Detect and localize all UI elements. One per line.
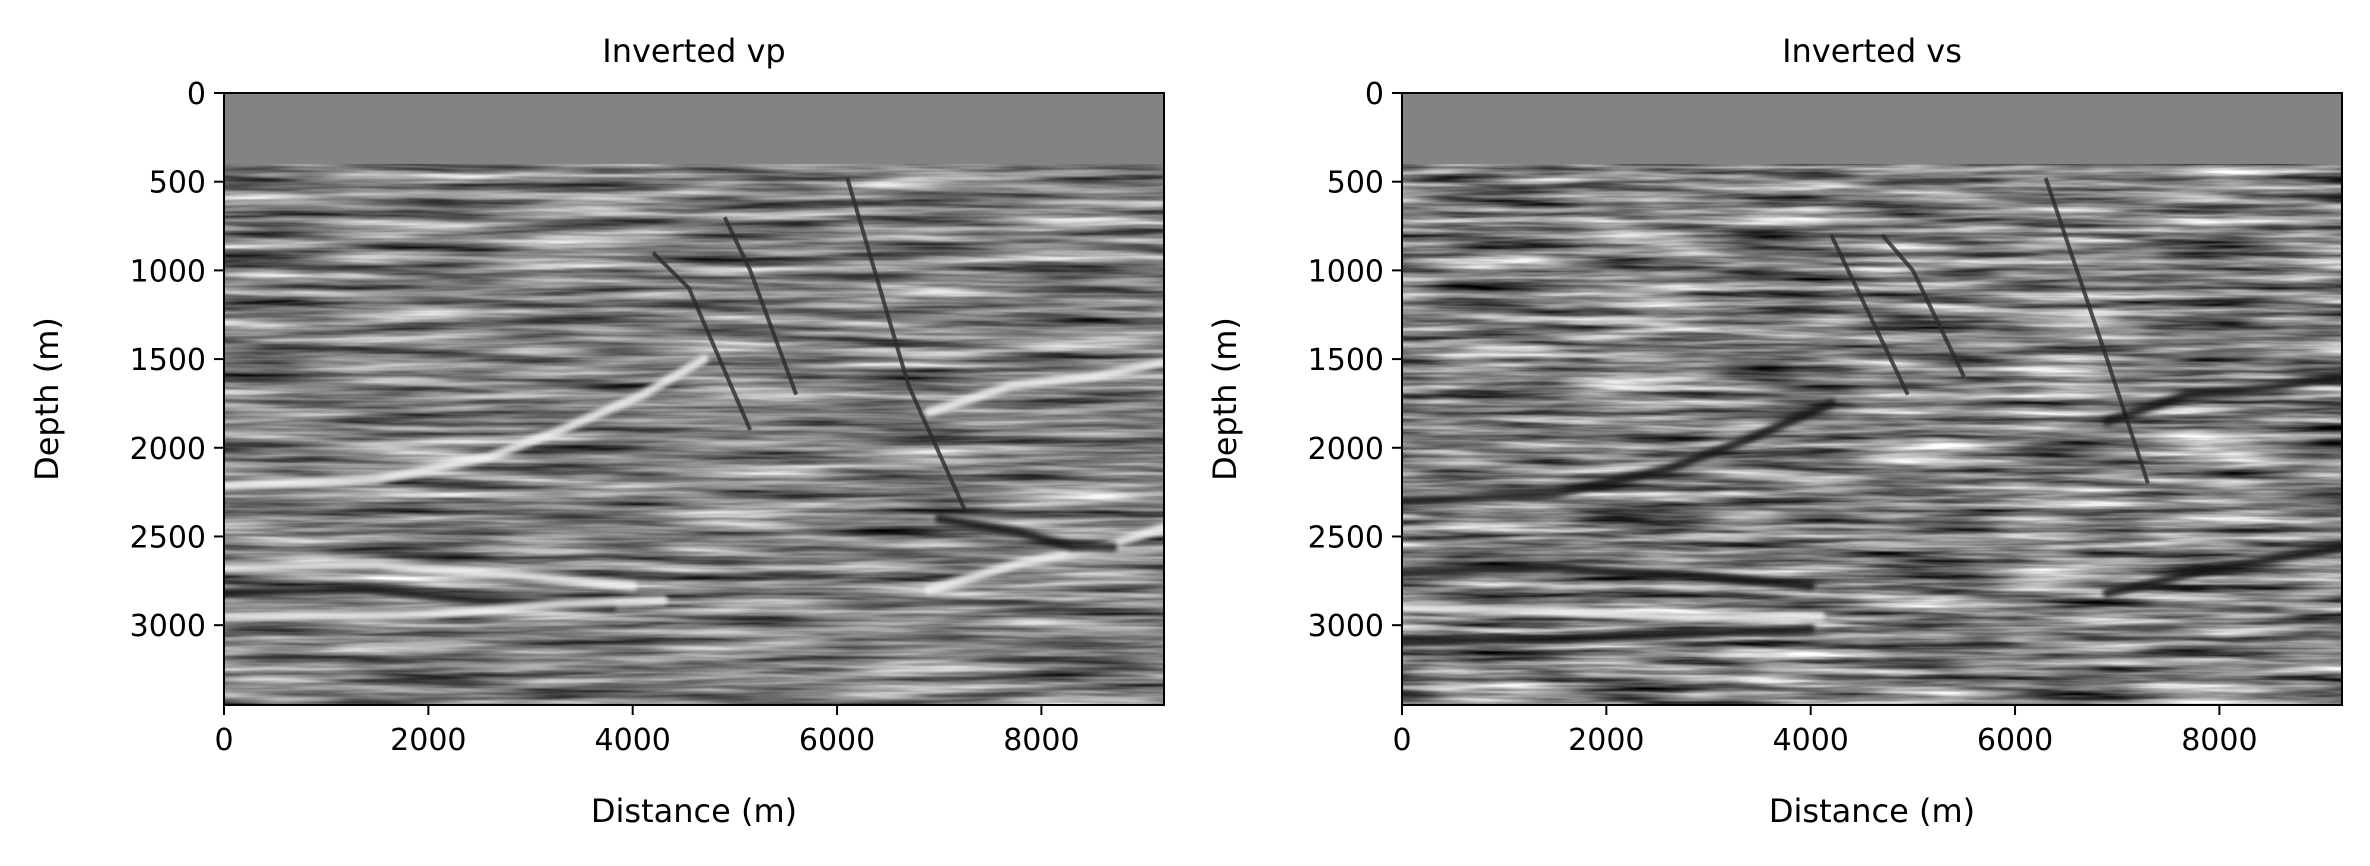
- fault-traces: [1829, 177, 2150, 484]
- y-axis-ticks: 0 500 1000 1500 2000 2500 3000: [130, 77, 224, 644]
- y-tick-label: 2000: [1308, 432, 1384, 467]
- fault-traces: [651, 177, 967, 511]
- y-tick-label: 1000: [130, 254, 206, 289]
- y-tick-label: 2500: [130, 520, 206, 555]
- reflector-line: [224, 354, 709, 492]
- y-tick-label: 0: [187, 77, 206, 112]
- y-tick-label: 3000: [1308, 609, 1384, 644]
- reflector-line: [1402, 602, 1826, 623]
- y-axis-label: Depth (m): [1206, 317, 1244, 481]
- x-tick-label: 2000: [1568, 723, 1644, 758]
- y-tick-label: 0: [1365, 77, 1384, 112]
- axes-frame: [1401, 92, 2343, 706]
- fault-line: [1880, 233, 1966, 378]
- reflector-line: [2102, 372, 2342, 426]
- y-tick-label: 500: [149, 166, 206, 201]
- fault-line: [2043, 177, 2150, 484]
- panel-inverted-vp: Inverted vp 0 2000 4000 6000 8000 0 500 1000 15…: [28, 32, 1165, 830]
- x-tick-label: 4000: [595, 723, 671, 758]
- x-tick-label: 6000: [1977, 723, 2053, 758]
- reflector-line: [1402, 398, 1836, 506]
- fault-line: [651, 251, 753, 431]
- plot-area: [224, 93, 1164, 705]
- x-tick-label: 6000: [799, 723, 875, 758]
- panel-inverted-vs: Inverted vs 0 2000 4000 6000 8000 0 500 1000 15…: [1206, 32, 2343, 830]
- y-tick-label: 3000: [130, 609, 206, 644]
- y-axis-ticks: 0 500 1000 1500 2000 2500 3000: [1308, 77, 1402, 644]
- y-tick-label: 1500: [1308, 343, 1384, 378]
- reflector-line: [224, 595, 668, 621]
- axes-frame: [223, 92, 1165, 706]
- fault-line: [722, 216, 799, 396]
- y-tick-label: 500: [1327, 166, 1384, 201]
- panel-title: Inverted vp: [602, 32, 785, 70]
- reflector-line: [924, 523, 1164, 595]
- y-axis-label: Depth (m): [28, 317, 66, 481]
- reflector-line: [924, 358, 1164, 417]
- reflector-line: [934, 514, 1118, 552]
- x-tick-label: 4000: [1773, 723, 1849, 758]
- x-tick-label: 0: [1392, 723, 1411, 758]
- x-axis-label: Distance (m): [1769, 792, 1975, 830]
- x-tick-label: 0: [214, 723, 233, 758]
- seismic-image: [224, 93, 1164, 705]
- reflectors: [1402, 372, 2342, 648]
- reflector-line: [224, 560, 638, 591]
- panel-title: Inverted vs: [1782, 32, 1962, 70]
- x-axis-ticks: 0 2000 4000 6000 8000: [214, 705, 1080, 758]
- reflectors: [224, 354, 1164, 621]
- y-tick-label: 2500: [1308, 520, 1384, 555]
- reflector-line: [2102, 542, 2342, 598]
- x-tick-label: 8000: [1003, 723, 1079, 758]
- x-axis-label: Distance (m): [591, 792, 797, 830]
- y-tick-label: 1000: [1308, 254, 1384, 289]
- x-tick-label: 2000: [390, 723, 466, 758]
- plot-area: [1402, 93, 2342, 705]
- water-layer: [224, 93, 1164, 164]
- fault-line: [845, 177, 967, 511]
- reflector-line: [1402, 563, 1816, 591]
- fault-line: [1829, 234, 1910, 396]
- x-axis-ticks: 0 2000 4000 6000 8000: [1392, 705, 2258, 758]
- water-layer: [1402, 93, 2342, 164]
- y-tick-label: 1500: [130, 343, 206, 378]
- reflector-line: [1402, 624, 1816, 648]
- x-tick-label: 8000: [2181, 723, 2257, 758]
- y-tick-label: 2000: [130, 432, 206, 467]
